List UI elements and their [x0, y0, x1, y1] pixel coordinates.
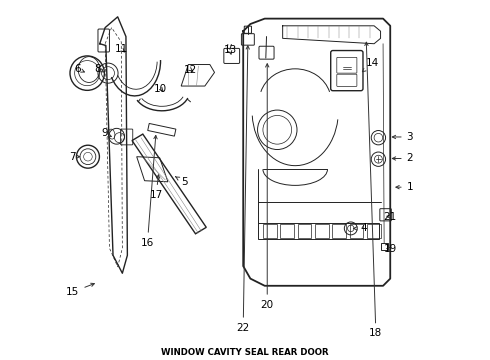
Text: 14: 14: [363, 58, 379, 72]
Text: 7: 7: [69, 152, 80, 162]
Text: 4: 4: [354, 224, 367, 233]
Text: 18: 18: [365, 42, 383, 338]
Text: 11: 11: [115, 44, 128, 54]
Text: 12: 12: [184, 64, 197, 75]
Text: 21: 21: [384, 212, 397, 221]
Text: 1: 1: [396, 182, 413, 192]
Text: 9: 9: [101, 129, 111, 138]
Text: 13: 13: [223, 45, 237, 55]
Text: 8: 8: [95, 64, 104, 74]
Text: 3: 3: [392, 132, 413, 142]
Text: 15: 15: [66, 283, 95, 297]
Text: 5: 5: [175, 177, 187, 187]
Text: 6: 6: [74, 64, 84, 74]
Text: 22: 22: [237, 46, 250, 333]
Text: 2: 2: [392, 153, 413, 163]
Text: 19: 19: [384, 244, 397, 254]
Text: 20: 20: [261, 64, 274, 310]
Text: 16: 16: [141, 135, 157, 248]
Text: 17: 17: [149, 175, 163, 200]
Text: WINDOW CAVITY SEAL REAR DOOR: WINDOW CAVITY SEAL REAR DOOR: [161, 348, 329, 357]
Text: 10: 10: [154, 84, 167, 94]
